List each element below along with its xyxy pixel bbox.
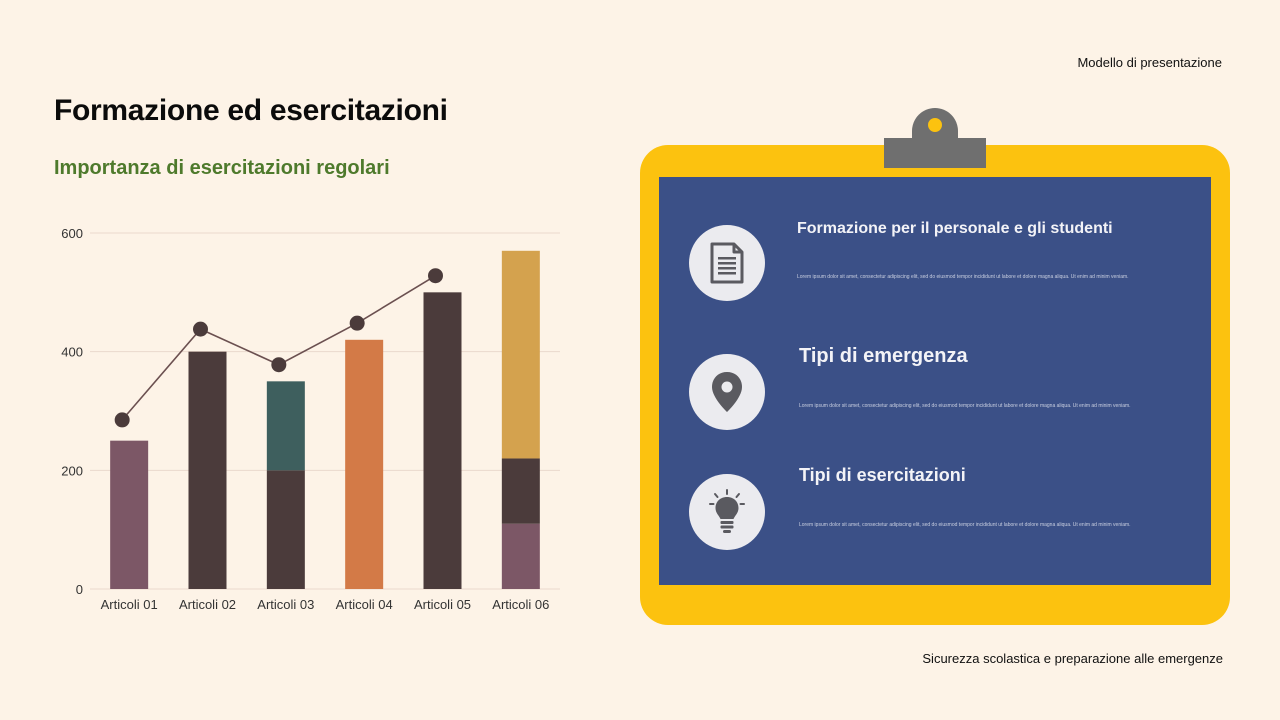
- lightbulb-icon: [709, 489, 745, 533]
- item-title-emergency: Tipi di emergenza: [799, 345, 968, 367]
- bar-segment: [501, 458, 540, 524]
- bar-segment: [188, 351, 227, 589]
- location-pin-icon: [712, 372, 742, 412]
- bar-segment: [266, 381, 305, 471]
- bar-segment: [266, 470, 305, 589]
- y-tick-label: 0: [76, 582, 83, 597]
- footer-label: Sicurezza scolastica e preparazione alle…: [922, 651, 1223, 666]
- document-icon-circle: [689, 225, 765, 301]
- x-tick-label: Articoli 05: [414, 597, 471, 612]
- bar-segment: [501, 523, 540, 589]
- item-desc-drills: Lorem ipsum dolor sit amet, consectetur …: [799, 522, 1131, 528]
- bar-segment: [110, 440, 149, 589]
- page-subtitle: Importanza di esercitazioni regolari: [54, 157, 390, 179]
- line-marker: [428, 268, 443, 284]
- bar-segment: [423, 292, 462, 589]
- bar-line-chart: 0 200 400 600 Articoli 01 Articoli 02 Articoli…: [61, 226, 560, 612]
- bar-segment: [501, 250, 540, 459]
- clipboard-clip-hole: [928, 118, 942, 132]
- page-title: Formazione ed esercitazioni: [54, 94, 448, 127]
- location-icon-circle: [689, 354, 765, 430]
- line-marker: [114, 412, 130, 428]
- x-tick-label: Articoli 04: [336, 597, 393, 612]
- bar-segment: [345, 339, 384, 589]
- y-tick-label: 600: [61, 226, 83, 241]
- x-tick-label: Articoli 01: [101, 597, 158, 612]
- template-label: Modello di presentazione: [1077, 55, 1222, 70]
- document-icon: [710, 242, 744, 284]
- line-marker: [349, 315, 365, 331]
- item-desc-training: Lorem ipsum dolor sit amet, consectetur …: [797, 274, 1129, 280]
- item-desc-emergency: Lorem ipsum dolor sit amet, consectetur …: [799, 403, 1131, 409]
- item-title-drills: Tipi di esercitazioni: [799, 465, 966, 485]
- clipboard-clip: [884, 138, 986, 168]
- x-tick-label: Articoli 02: [179, 597, 236, 612]
- x-tick-label: Articoli 06: [492, 597, 549, 612]
- item-title-training: Formazione per il personale e gli studen…: [797, 220, 1113, 237]
- line-marker: [271, 357, 287, 373]
- lightbulb-icon-circle: [689, 474, 765, 550]
- y-tick-label: 200: [61, 463, 83, 478]
- line-marker: [193, 321, 208, 337]
- y-tick-label: 400: [61, 345, 83, 360]
- x-tick-label: Articoli 03: [257, 597, 314, 612]
